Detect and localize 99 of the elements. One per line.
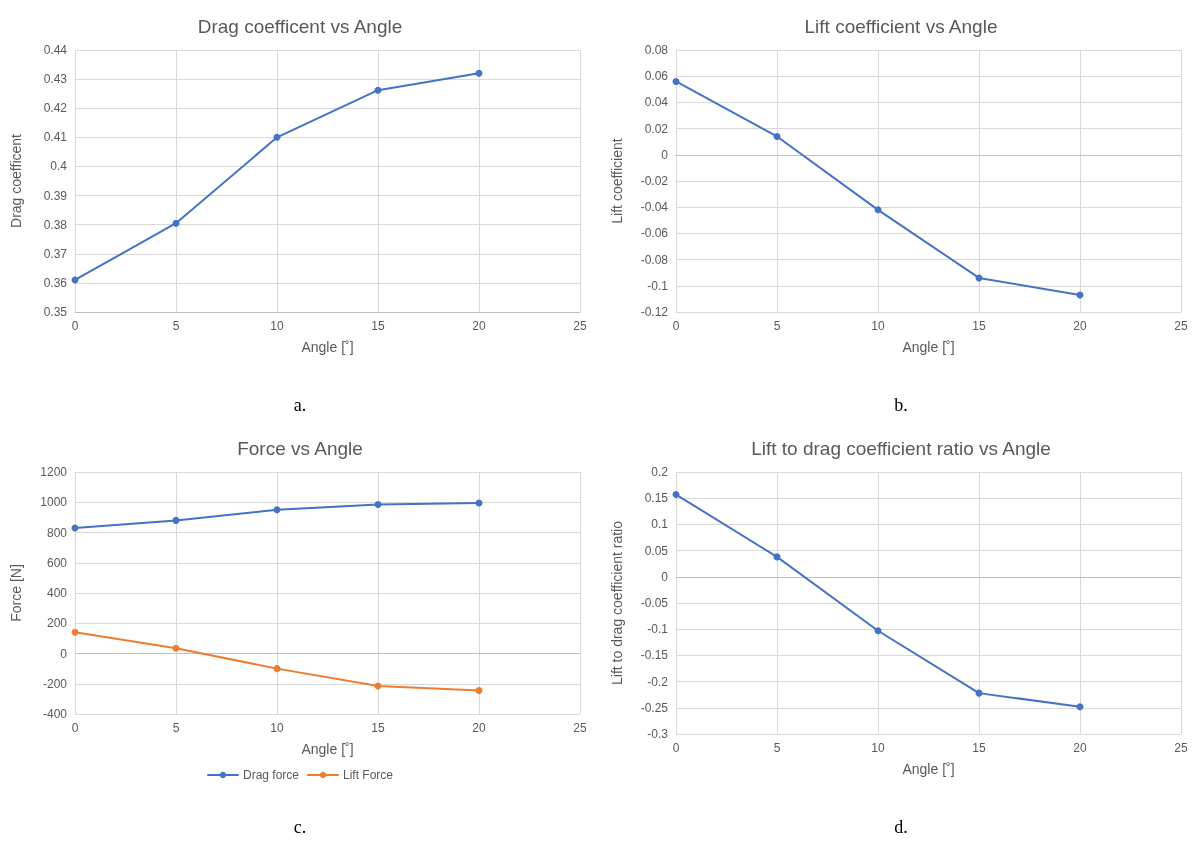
chart-title: Lift coefficient vs Angle	[804, 16, 998, 37]
y-tick-label: -200	[42, 676, 68, 691]
x-tick-label: 5	[172, 721, 180, 735]
point	[273, 665, 281, 673]
y-tick-label: 0.42	[43, 101, 68, 116]
y-tick-label: 200	[46, 616, 68, 631]
y-tick-label: 0.37	[43, 246, 68, 261]
x-tick-label: 25	[573, 721, 587, 735]
y-tick-label: -0.04	[640, 200, 669, 215]
point	[172, 219, 180, 227]
y-axis-title: Lift coefficient	[609, 138, 625, 224]
x-tick-label: 5	[773, 741, 781, 755]
y-tick-label: 0.35	[43, 305, 68, 319]
point	[172, 516, 180, 524]
x-axis-title: Angle [˚]	[902, 761, 955, 777]
y-tick-label: 0.08	[644, 43, 669, 57]
x-tick-label: 10	[871, 319, 885, 333]
y-tick-label: 1200	[40, 465, 68, 479]
chart-title: Drag coefficent vs Angle	[197, 16, 403, 37]
y-tick-label: 0	[661, 147, 669, 162]
y-tick-label: 0.15	[644, 491, 669, 506]
y-tick-label: 0.41	[43, 130, 68, 145]
x-tick-label: 5	[172, 319, 180, 333]
y-tick-label: -0.05	[640, 596, 669, 610]
text: b.	[894, 395, 908, 415]
y-tick-label: 0.06	[644, 69, 669, 84]
x-tick-label: 20	[472, 319, 486, 333]
y-tick-label: 0.02	[644, 121, 669, 136]
point	[773, 132, 781, 140]
y-tick-label: 800	[46, 525, 68, 540]
point	[273, 506, 281, 514]
chart-title: Lift to drag coefficient ratio vs Angle	[751, 438, 1051, 459]
y-axis-title: Lift to drag coefficient ratio	[609, 520, 625, 685]
y-tick-label: 0	[60, 646, 68, 661]
x-tick-label: 15	[371, 721, 385, 735]
x-tick-label: 0	[672, 319, 680, 333]
x-tick-label: 10	[270, 319, 284, 333]
point	[475, 69, 483, 77]
x-tick-label: 25	[1174, 741, 1188, 755]
x-tick-label: 20	[1073, 319, 1087, 333]
x-tick-label: 5	[773, 319, 781, 333]
y-tick-label: -0.06	[640, 226, 669, 241]
x-tick-label: 0	[71, 721, 79, 735]
y-tick-label: 0.05	[644, 543, 669, 558]
y-tick-label: -0.1	[647, 278, 669, 293]
x-tick-label: 20	[472, 721, 486, 735]
y-tick-label: 0.39	[43, 188, 68, 203]
y-tick-label: -0.25	[640, 700, 669, 715]
y-tick-label: -400	[42, 707, 68, 721]
y-tick-label: 600	[46, 555, 68, 570]
x-tick-label: 0	[71, 319, 79, 333]
y-tick-label: 0.43	[43, 72, 68, 87]
y-axis-title: Drag coefficent	[8, 133, 24, 228]
text: a.	[293, 395, 307, 415]
point	[1076, 703, 1084, 711]
x-tick-label: 15	[972, 319, 986, 333]
x-tick-label: 0	[672, 741, 680, 755]
y-tick-label: 0.2	[651, 465, 669, 479]
y-tick-label: 0.4	[50, 159, 68, 174]
y-tick-label: -0.1	[647, 622, 669, 637]
x-tick-label: 25	[573, 319, 587, 333]
chart-title: Force vs Angle	[237, 438, 363, 459]
point	[172, 644, 180, 652]
y-tick-label: 0.04	[644, 95, 669, 110]
y-tick-label: -0.2	[647, 674, 669, 689]
y-tick-label: -0.3	[647, 727, 669, 741]
y-tick-label: 400	[46, 586, 68, 600]
x-axis-title: Angle [˚]	[902, 339, 955, 355]
text: c.	[293, 817, 307, 837]
legend-label: Drag force	[242, 768, 300, 782]
x-tick-label: 25	[1174, 319, 1188, 333]
x-tick-label: 10	[270, 721, 284, 735]
point	[273, 133, 281, 141]
legend-label: Lift Force	[343, 768, 394, 782]
y-tick-label: -0.12	[640, 305, 669, 319]
y-tick-label: 0.1	[651, 517, 669, 532]
y-tick-label: 1000	[40, 495, 68, 510]
point	[672, 77, 680, 85]
x-tick-label: 15	[972, 741, 986, 755]
y-tick-label: 0.44	[43, 43, 68, 57]
point	[672, 491, 680, 499]
y-tick-label: -0.02	[640, 174, 669, 188]
x-axis-title: Angle [˚]	[301, 339, 354, 355]
y-tick-label: 0.36	[43, 275, 68, 290]
point	[71, 628, 79, 636]
x-tick-label: 10	[871, 741, 885, 755]
x-tick-label: 15	[371, 319, 385, 333]
y-tick-label: -0.15	[640, 648, 669, 663]
text: d.	[894, 817, 908, 837]
x-axis-title: Angle [˚]	[301, 741, 354, 757]
point	[475, 687, 483, 695]
point	[374, 501, 382, 509]
point	[874, 627, 882, 635]
y-tick-label: 0	[661, 569, 669, 584]
y-tick-label: -0.08	[640, 252, 669, 267]
y-tick-label: 0.38	[43, 217, 68, 232]
x-tick-label: 20	[1073, 741, 1087, 755]
point	[874, 206, 882, 214]
y-axis-title: Force [N]	[8, 564, 24, 622]
